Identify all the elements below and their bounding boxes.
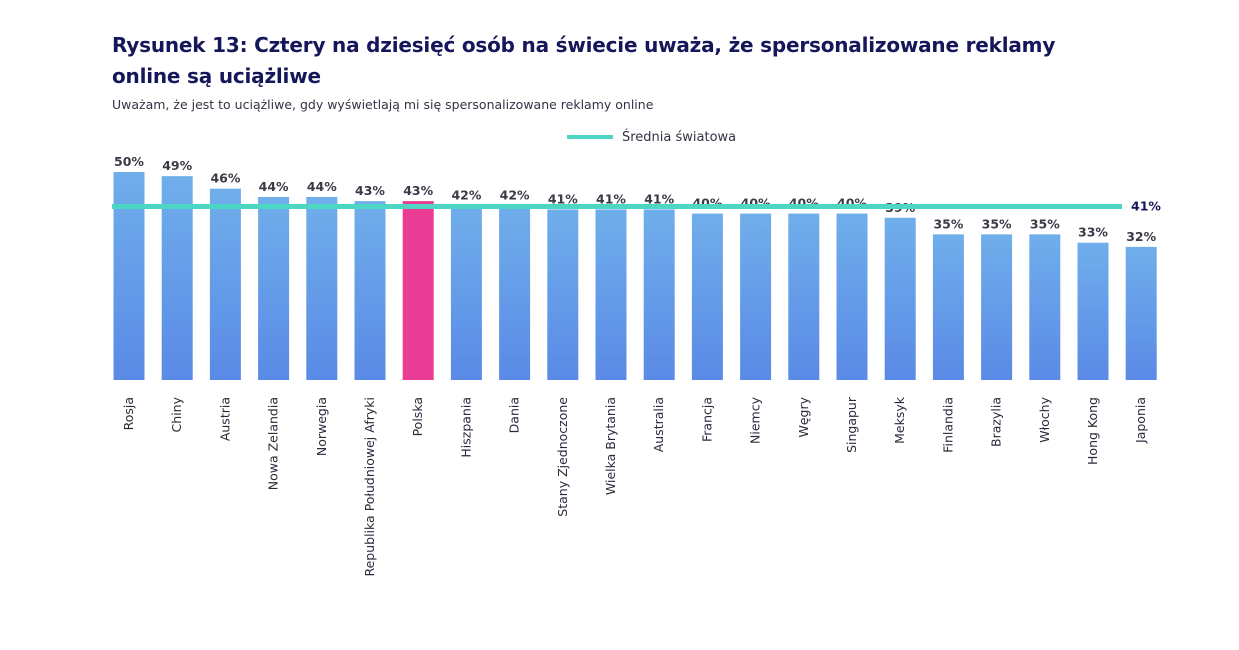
category-label-3: Nowa Zelandia	[266, 397, 281, 490]
bar-20	[1077, 242, 1109, 380]
category-label-8: Dania	[507, 397, 522, 433]
value-label-20: 33%	[1078, 225, 1108, 240]
average-value-label: 41%	[1131, 198, 1161, 213]
category-label-5: Republika Południowej Afryki	[362, 397, 377, 577]
chart-subtitle: Uważam, że jest to uciążliwe, gdy wyświe…	[112, 97, 654, 112]
category-label-14: Węgry	[796, 396, 811, 437]
bar-0	[113, 172, 145, 380]
category-label-20: Hong Kong	[1085, 397, 1100, 465]
value-label-4: 44%	[307, 179, 337, 194]
value-label-2: 46%	[210, 171, 240, 186]
category-label-2: Austria	[217, 397, 232, 441]
value-label-7: 42%	[451, 187, 481, 202]
bar-13	[740, 213, 772, 380]
value-label-19: 35%	[1030, 216, 1060, 231]
category-label-17: Finlandia	[940, 397, 955, 453]
bars-group	[113, 172, 1157, 380]
bar-21	[1125, 246, 1157, 380]
bar-11	[643, 209, 675, 380]
bar-3	[258, 196, 290, 380]
value-label-8: 42%	[500, 187, 530, 202]
value-label-6: 43%	[403, 183, 433, 198]
bar-19	[1029, 234, 1061, 380]
bar-4	[306, 196, 338, 380]
value-label-18: 35%	[982, 216, 1012, 231]
category-label-10: Wielka Brytania	[603, 397, 618, 495]
bar-1	[161, 176, 193, 380]
bar-8	[499, 205, 531, 380]
category-label-6: Polska	[410, 397, 425, 436]
bar-15	[836, 213, 868, 380]
category-labels-group: Rosja Chiny Austria Nowa Zelandia Norwegia Re…	[121, 396, 1148, 576]
category-label-12: Francja	[699, 397, 714, 442]
category-label-16: Meksyk	[892, 396, 907, 444]
value-label-11: 41%	[644, 191, 674, 206]
value-label-10: 41%	[596, 191, 626, 206]
chart-title: Rysunek 13: Cztery na dziesięć osób na ś…	[112, 33, 1056, 88]
legend-average-label: Średnia światowa	[622, 129, 736, 145]
category-label-18: Brazylia	[989, 397, 1004, 447]
category-label-0: Rosja	[121, 397, 136, 430]
bar-12	[691, 213, 723, 380]
category-label-13: Niemcy	[748, 396, 763, 444]
category-label-7: Hiszpania	[458, 397, 473, 458]
bar-17	[932, 234, 964, 380]
bar-18	[981, 234, 1013, 380]
category-label-4: Norwegia	[314, 397, 329, 456]
category-label-21: Japonia	[1133, 397, 1148, 444]
bar-9	[547, 209, 579, 380]
category-label-1: Chiny	[169, 396, 184, 432]
bar-7	[450, 205, 482, 380]
category-label-11: Australia	[651, 397, 666, 452]
bar-10	[595, 209, 627, 380]
bar-5	[354, 201, 386, 380]
value-label-9: 41%	[548, 191, 578, 206]
bar-6	[402, 201, 434, 380]
value-label-3: 44%	[259, 179, 289, 194]
value-label-0: 50%	[114, 154, 144, 169]
legend: Średnia światowa	[567, 129, 736, 145]
value-label-5: 43%	[355, 183, 385, 198]
value-label-1: 49%	[162, 158, 192, 173]
category-label-15: Singapur	[844, 396, 859, 453]
category-label-9: Stany Zjednoczone	[555, 397, 570, 517]
bar-14	[788, 213, 820, 380]
value-label-21: 32%	[1126, 229, 1156, 244]
category-label-19: Włochy	[1037, 396, 1052, 442]
bar-16	[884, 217, 916, 380]
value-label-17: 35%	[933, 216, 963, 231]
bar-2	[209, 188, 241, 380]
